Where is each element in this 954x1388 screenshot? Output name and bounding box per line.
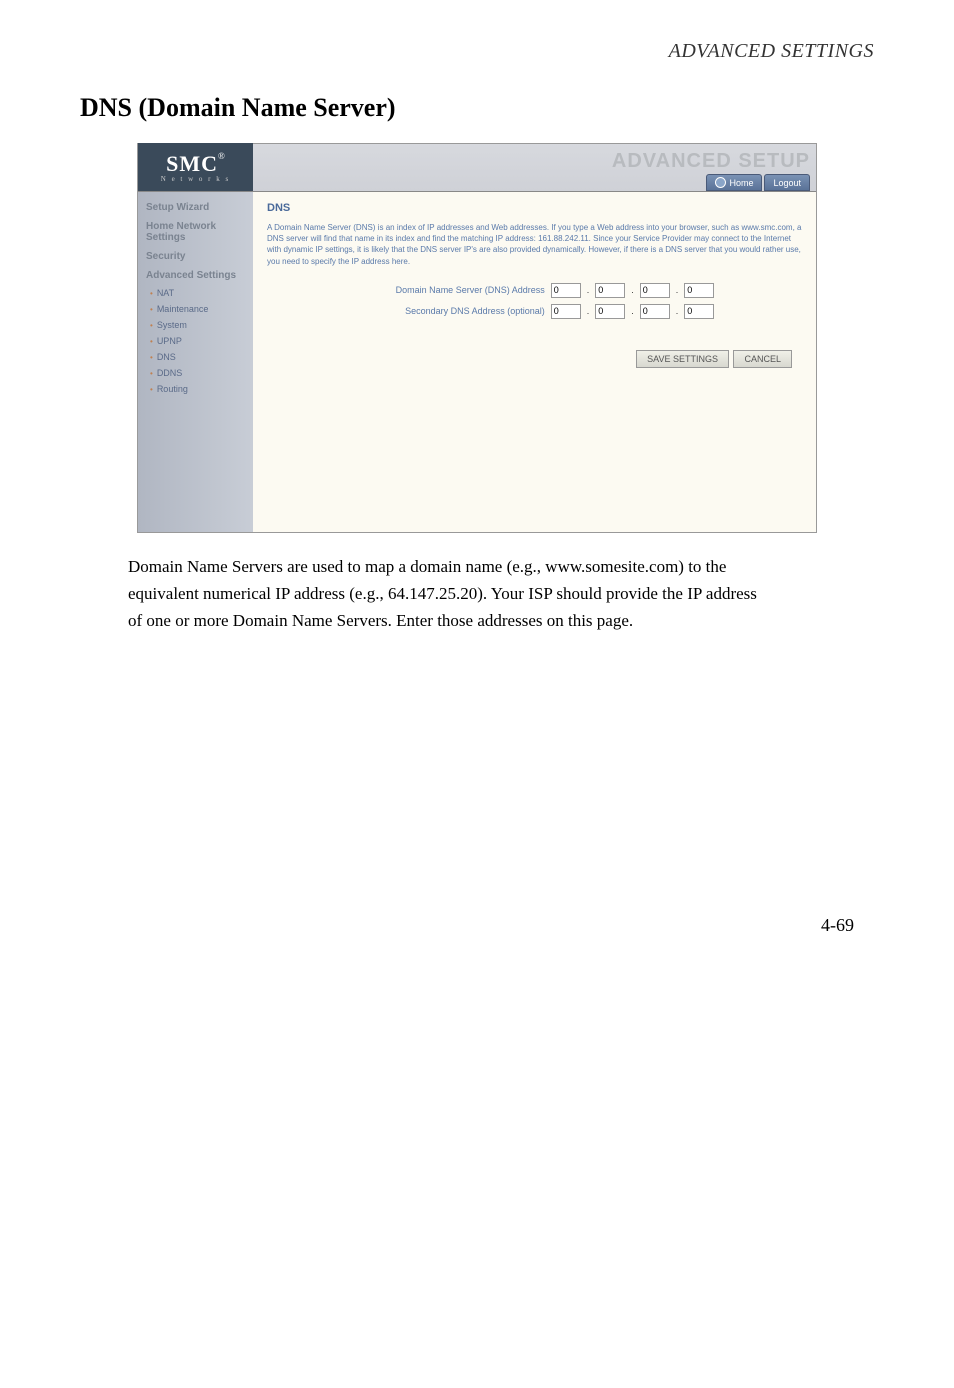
sidebar-maintenance-label: Maintenance <box>157 304 209 314</box>
home-tab-label: Home <box>729 178 753 188</box>
sidebar-system-label: System <box>157 320 187 330</box>
main-area: Setup Wizard Home Network Settings Secur… <box>138 192 816 532</box>
page-number: 4-69 <box>80 915 874 936</box>
sidebar-routing-label: Routing <box>157 384 188 394</box>
body-paragraph: Domain Name Servers are used to map a do… <box>128 553 768 635</box>
top-tabs: Home Logout <box>704 174 810 191</box>
logout-tab[interactable]: Logout <box>764 174 810 191</box>
sidebar-security[interactable]: Security <box>138 247 253 266</box>
sidebar-ddns[interactable]: DDNS <box>138 365 253 381</box>
sidebar-upnp[interactable]: UPNP <box>138 333 253 349</box>
top-bar: SMC® N e t w o r k s ADVANCED SETUP Home… <box>138 144 816 192</box>
logo-reg: ® <box>218 151 225 161</box>
chapter-header: ADVANCED SETTINGS <box>80 40 874 63</box>
logout-tab-label: Logout <box>773 178 801 188</box>
sidebar-setup-wizard[interactable]: Setup Wizard <box>138 198 253 217</box>
sidebar-upnp-label: UPNP <box>157 336 182 346</box>
dot: . <box>676 285 679 295</box>
dot: . <box>631 285 634 295</box>
cancel-button[interactable]: CANCEL <box>733 350 792 368</box>
dot: . <box>587 306 590 316</box>
dot: . <box>676 306 679 316</box>
home-tab[interactable]: Home <box>706 174 762 191</box>
dns2-octet2[interactable] <box>595 304 625 319</box>
top-right: ADVANCED SETUP Home Logout <box>612 150 816 191</box>
sidebar-system[interactable]: System <box>138 317 253 333</box>
dns1-octet3[interactable] <box>640 283 670 298</box>
sidebar-routing[interactable]: Routing <box>138 381 253 397</box>
home-icon <box>715 177 726 188</box>
dns-primary-label: Domain Name Server (DNS) Address <box>355 285 545 295</box>
dns1-octet2[interactable] <box>595 283 625 298</box>
sidebar-advanced[interactable]: Advanced Settings <box>138 266 253 285</box>
dns2-octet4[interactable] <box>684 304 714 319</box>
dns1-octet1[interactable] <box>551 283 581 298</box>
logo: SMC® N e t w o r k s <box>138 143 253 191</box>
sidebar-nat-label: NAT <box>157 288 174 298</box>
sidebar-ddns-label: DDNS <box>157 368 183 378</box>
dns-primary-row: Domain Name Server (DNS) Address . . . <box>267 283 802 298</box>
sidebar: Setup Wizard Home Network Settings Secur… <box>138 192 253 532</box>
sidebar-home-network[interactable]: Home Network Settings <box>138 217 253 247</box>
brand-title: ADVANCED SETUP <box>612 150 810 173</box>
page-title: DNS (Domain Name Server) <box>80 93 874 123</box>
content-panel: DNS A Domain Name Server (DNS) is an ind… <box>253 192 816 532</box>
content-description: A Domain Name Server (DNS) is an index o… <box>267 222 802 267</box>
content-heading: DNS <box>267 202 802 214</box>
sidebar-nat[interactable]: NAT <box>138 285 253 301</box>
dns2-octet3[interactable] <box>640 304 670 319</box>
logo-subtext: N e t w o r k s <box>161 175 230 183</box>
save-button[interactable]: SAVE SETTINGS <box>636 350 729 368</box>
sidebar-dns[interactable]: DNS <box>138 349 253 365</box>
sidebar-maintenance[interactable]: Maintenance <box>138 301 253 317</box>
dns-secondary-row: Secondary DNS Address (optional) . . . <box>267 304 802 319</box>
dns-secondary-label: Secondary DNS Address (optional) <box>355 306 545 316</box>
logo-text: SMC <box>166 151 218 176</box>
dns1-octet4[interactable] <box>684 283 714 298</box>
dns2-octet1[interactable] <box>551 304 581 319</box>
sidebar-dns-label: DNS <box>157 352 176 362</box>
button-row: SAVE SETTINGS CANCEL <box>267 349 802 368</box>
router-screenshot: SMC® N e t w o r k s ADVANCED SETUP Home… <box>137 143 817 533</box>
dot: . <box>631 306 634 316</box>
dot: . <box>587 285 590 295</box>
